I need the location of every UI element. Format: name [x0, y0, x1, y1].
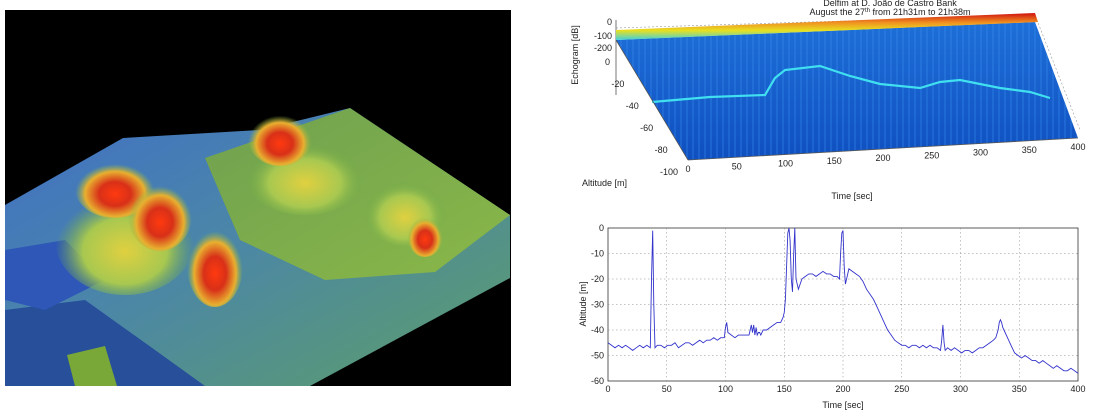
altitude-x-tick-label: 100 — [718, 384, 733, 394]
altitude-x-tick-label: 150 — [777, 384, 792, 394]
echogram-x-tick-label: 250 — [924, 150, 939, 160]
echogram-x-axis — [687, 137, 1079, 161]
echogram-title-line2: August the 27th from 21h31m to 21h38m — [809, 7, 970, 17]
altitude-svg: 0 50 100 150 200 250 300 350 400 0 -10 -20 -30 -40 -50… — [578, 223, 1086, 410]
terrain-peak-top — [248, 110, 312, 166]
altitude-ticks: 0 50 100 150 200 250 300 350 400 0 -10 -20 -30 -40 -50… — [591, 223, 1086, 394]
echogram-y-tick-label: -100 — [660, 167, 678, 177]
echogram-y-tick-label: -80 — [655, 145, 668, 155]
altitude-x-tick-label: 50 — [662, 384, 672, 394]
echogram-xlabel: Time [sec] — [831, 191, 872, 201]
echogram-surface-ridge — [616, 13, 1038, 40]
altitude-y-tick-label: -10 — [591, 249, 604, 259]
altitude-xlabel: Time [sec] — [822, 400, 863, 410]
altitude-y-tick-label: -40 — [591, 325, 604, 335]
echogram-x-tick-label: 150 — [827, 156, 842, 166]
altitude-x-tick-label: 200 — [835, 384, 850, 394]
altitude-x-tick-label: 400 — [1070, 384, 1085, 394]
echogram-x-tick-label: 50 — [732, 161, 742, 171]
echogram-y-tick-label: 0 — [605, 57, 610, 67]
terrain-peak-right — [407, 213, 443, 257]
echogram-y-tick-label: -40 — [626, 101, 639, 111]
echogram-z-tick-label: 0 — [607, 17, 612, 27]
echogram-box-edge — [615, 14, 1081, 131]
echogram-zlabel: Echogram [dB] — [570, 25, 580, 85]
echogram-chart: Delfim at D. João de Castro Bank August … — [560, 0, 1100, 205]
echogram-y-tick-label: -20 — [611, 79, 624, 89]
echogram-svg: Delfim at D. João de Castro Bank August … — [570, 0, 1086, 201]
altitude-x-tick-label: 300 — [953, 384, 968, 394]
altitude-grid — [608, 228, 1078, 381]
echogram-x-tick-label: 200 — [875, 153, 890, 163]
echogram-x-tick-label: 350 — [1022, 145, 1037, 155]
echogram-surface-streaks — [616, 22, 1078, 160]
terrain-shadow — [5, 300, 205, 386]
echogram-ylabel: Altitude [m] — [582, 178, 627, 188]
echogram-z-tick-label: -200 — [594, 43, 612, 53]
terrain-surface-image — [5, 10, 511, 386]
altitude-chart: 0 50 100 150 200 250 300 350 400 0 -10 -20 -30 -40 -50… — [560, 218, 1100, 410]
echogram-title-line1: Delfim at D. João de Castro Bank — [823, 0, 957, 8]
altitude-x-tick-label: 350 — [1012, 384, 1027, 394]
altitude-x-tick-label: 0 — [605, 384, 610, 394]
echogram-x-tick-label: 300 — [973, 148, 988, 158]
altitude-ylabel: Altitude [m] — [578, 281, 588, 326]
echogram-y-tick-label: -60 — [640, 123, 653, 133]
altitude-y-tick-label: 0 — [599, 223, 604, 233]
altitude-y-tick-label: -60 — [591, 376, 604, 386]
terrain-peak-center — [187, 223, 243, 307]
altitude-x-tick-label: 250 — [894, 384, 909, 394]
echogram-x-tick-label: 100 — [778, 159, 793, 169]
altitude-y-tick-label: -20 — [591, 274, 604, 284]
altitude-y-tick-label: -50 — [591, 351, 604, 361]
echogram-bottom-echo — [651, 64, 1051, 104]
altitude-y-tick-label: -30 — [591, 300, 604, 310]
echogram-z-tick-label: -100 — [594, 31, 612, 41]
terrain-render — [5, 10, 511, 386]
echogram-y-axis — [615, 39, 689, 161]
echogram-x-tick-label: 0 — [685, 164, 690, 174]
echogram-ticks: 0 50 100 150 200 250 300 350 400 0 -20 -40 -60 -80 -10… — [594, 17, 1086, 177]
echogram-x-tick-label: 400 — [1070, 142, 1085, 152]
altitude-series-line — [607, 227, 1079, 374]
terrain-peak-ridge — [128, 179, 192, 251]
terrain-corner-block — [67, 346, 117, 386]
